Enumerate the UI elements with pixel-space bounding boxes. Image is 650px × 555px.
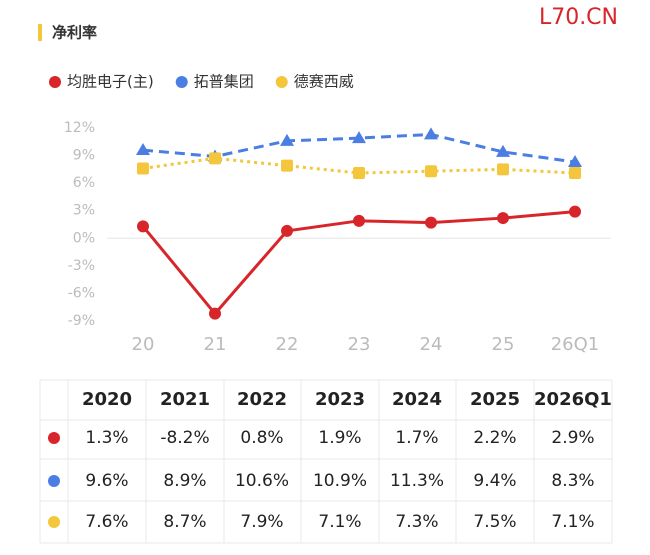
- y-tick-label: 0%: [73, 230, 95, 246]
- legend-label: 拓普集团: [194, 73, 254, 91]
- table-cell: 7.3%: [395, 512, 438, 532]
- table-cell: -8.2%: [160, 428, 209, 448]
- y-tick-label: 3%: [73, 203, 95, 219]
- x-tick-label: 23: [348, 334, 371, 355]
- table-cell: 1.3%: [85, 428, 128, 448]
- table-cell: 10.9%: [313, 471, 367, 491]
- point: [209, 152, 221, 165]
- point: [497, 212, 509, 225]
- point: [137, 162, 149, 175]
- x-tick-label: 25: [492, 334, 515, 355]
- table-cell: 8.3%: [551, 471, 594, 491]
- point: [424, 127, 438, 140]
- point: [569, 205, 581, 218]
- point: [353, 167, 365, 180]
- point: [280, 133, 294, 146]
- table-cell: 7.6%: [85, 512, 128, 532]
- table-header: 2026Q1: [534, 389, 612, 410]
- table-cell: 2.9%: [551, 428, 594, 448]
- title-bar: [38, 24, 42, 41]
- section-title: 净利率: [52, 24, 97, 42]
- point: [497, 163, 509, 176]
- point: [425, 165, 437, 178]
- point: [496, 144, 510, 157]
- y-tick-label: 9%: [73, 148, 95, 164]
- y-tick-label: 12%: [64, 120, 95, 136]
- table-cell: 7.1%: [318, 512, 361, 532]
- x-tick-label: 21: [204, 334, 227, 355]
- row-marker: [48, 475, 60, 487]
- table-cell: 10.6%: [235, 471, 289, 491]
- table-cell: 0.8%: [240, 428, 283, 448]
- table-header: 2020: [82, 389, 132, 410]
- table-header: 2023: [315, 389, 365, 410]
- table-cell: 7.9%: [240, 512, 283, 532]
- table-cell: 9.6%: [85, 471, 128, 491]
- table-cell: 7.5%: [473, 512, 516, 532]
- table-cell: 2.2%: [473, 428, 516, 448]
- x-tick-label: 26Q1: [551, 334, 600, 355]
- point: [136, 143, 150, 156]
- legend-label: 均胜电子(主): [67, 73, 154, 91]
- y-tick-label: -6%: [68, 285, 95, 301]
- legend-label: 德赛西威: [294, 73, 354, 91]
- table-cell: 8.7%: [163, 512, 206, 532]
- point: [569, 167, 581, 180]
- row-marker: [48, 516, 60, 528]
- legend-marker: [275, 76, 288, 88]
- point: [137, 220, 149, 233]
- y-tick-label: 6%: [73, 175, 95, 191]
- table-header: 2022: [237, 389, 287, 410]
- point: [209, 307, 221, 320]
- row-marker: [48, 432, 60, 444]
- legend-marker: [49, 76, 61, 88]
- table-cell: 1.9%: [318, 428, 361, 448]
- table-cell: 7.1%: [551, 512, 594, 532]
- y-tick-label: -9%: [68, 313, 95, 329]
- table-header: 2024: [392, 389, 442, 410]
- watermark: L70.CN: [539, 5, 618, 30]
- point: [353, 214, 365, 227]
- table-cell: 9.4%: [473, 471, 516, 491]
- table-header: 2021: [160, 389, 210, 410]
- x-tick-label: 20: [132, 334, 155, 355]
- point: [281, 159, 293, 172]
- series-line: [141, 210, 576, 316]
- x-tick-label: 24: [420, 334, 443, 355]
- y-tick-label: -3%: [68, 258, 95, 274]
- table-header: 2025: [470, 389, 520, 410]
- point: [568, 155, 582, 168]
- x-tick-label: 22: [276, 334, 299, 355]
- point: [425, 216, 437, 229]
- table-cell: 8.9%: [163, 471, 206, 491]
- table-cell: 1.7%: [395, 428, 438, 448]
- table-cell: 11.3%: [390, 471, 444, 491]
- point: [281, 224, 293, 237]
- legend-marker: [175, 76, 188, 88]
- point: [352, 131, 366, 144]
